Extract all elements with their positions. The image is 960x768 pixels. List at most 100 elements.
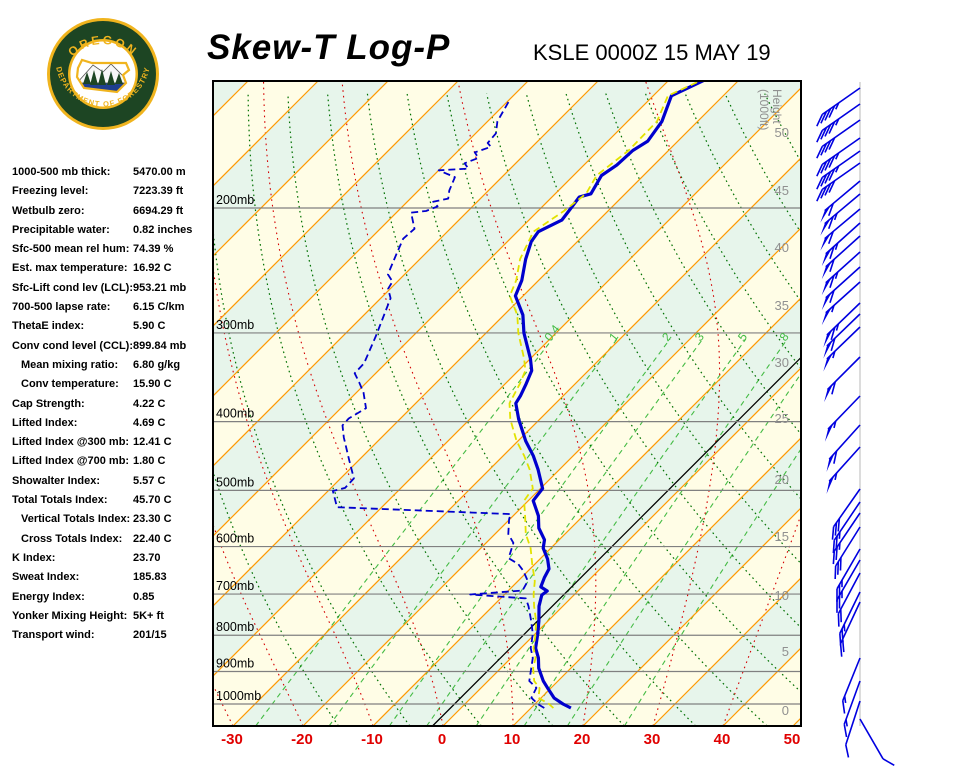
pressure-label: 900mb xyxy=(216,657,254,671)
index-label: Transport wind: xyxy=(12,629,95,642)
index-value: 4.69 C xyxy=(133,416,166,429)
index-value: 7223.39 ft xyxy=(133,185,184,198)
isotherm-line xyxy=(302,226,802,727)
temp-axis-tick: 20 xyxy=(573,731,591,748)
wind-barb xyxy=(859,718,895,767)
index-value: 12.41 C xyxy=(133,436,172,449)
temp-axis-tick: -20 xyxy=(291,731,313,748)
index-value: 5470.00 m xyxy=(133,166,186,178)
isotherm-line xyxy=(232,156,802,727)
wind-barb xyxy=(816,87,861,127)
dewpoint-curve xyxy=(332,99,545,709)
skewt-chart: 200mb 300mb 400mb 500mb 600mb 700mb 800mb 900mb… xyxy=(212,80,802,727)
index-label: Showalter Index: xyxy=(12,474,101,487)
index-value: 0.85 xyxy=(133,590,155,603)
wind-barb xyxy=(826,446,861,494)
index-row: 700-500 lapse rate: 6.15 C/km xyxy=(12,301,212,320)
wind-barb xyxy=(824,356,861,403)
chart-border xyxy=(212,80,802,727)
height-tick-label: 10 xyxy=(775,588,789,603)
wind-barb xyxy=(816,162,861,202)
index-row: Mean mixing ratio: 6.80 g/kg xyxy=(12,359,212,378)
index-label: Sweat Index: xyxy=(12,571,80,584)
index-label: Conv temperature: xyxy=(21,378,119,391)
wind-barb xyxy=(836,559,861,613)
svg-text:(1000ft): (1000ft) xyxy=(757,89,771,130)
wind-barb xyxy=(821,251,861,296)
index-label: Energy Index: xyxy=(12,590,85,603)
wind-barb xyxy=(820,208,861,251)
moist-adiabat-line xyxy=(644,80,721,727)
index-value: 1.80 C xyxy=(133,455,166,468)
index-label: Conv cond level (CCL): xyxy=(12,339,134,352)
index-row: K Index: 23.70 xyxy=(12,552,212,571)
isotherm-line xyxy=(212,80,599,468)
wind-barb xyxy=(821,281,861,326)
index-value: 4.22 C xyxy=(133,397,166,410)
index-label: Mean mixing ratio: xyxy=(21,358,119,371)
index-label: 700-500 lapse rate: xyxy=(12,301,111,314)
wind-barb-column xyxy=(816,82,895,767)
station-id: KSLE 0000Z 15 MAY 19 xyxy=(533,40,771,65)
index-label: Freezing level: xyxy=(12,185,89,198)
index-label: Est. max temperature: xyxy=(12,262,128,275)
temp-axis-tick: -10 xyxy=(361,731,383,748)
dry-adiabat-line xyxy=(565,93,802,501)
isotherm-line xyxy=(442,366,802,727)
sounding-curves xyxy=(332,81,706,710)
height-tick-label: 45 xyxy=(775,183,789,198)
wind-barb xyxy=(839,601,861,657)
index-row: Wetbulb zero: 6694.29 ft xyxy=(12,205,212,224)
index-value: 953.21 mb xyxy=(133,281,187,294)
index-label: Sfc-Lift cond lev (LCL): xyxy=(12,281,133,294)
index-value: 6694.29 ft xyxy=(133,204,184,217)
mixing-ratio-line xyxy=(566,371,802,727)
index-label: Wetbulb zero: xyxy=(12,204,85,217)
height-axis-title: Height(1000ft) xyxy=(757,89,784,130)
isotherm-line xyxy=(582,506,802,727)
index-row: 1000-500 mb thick: 5470.00 m xyxy=(12,166,212,185)
dry-adiabat-line xyxy=(605,93,802,437)
wind-barb xyxy=(823,313,861,359)
wind-barb xyxy=(837,572,861,627)
isotherm-line xyxy=(652,576,802,727)
index-row: Freezing level: 7223.39 ft xyxy=(12,185,212,204)
index-value: 5.90 C xyxy=(133,320,166,333)
index-value: 23.70 xyxy=(133,551,161,564)
wind-barb xyxy=(821,266,861,311)
index-row: Showalter Index: 5.57 C xyxy=(12,475,212,494)
index-label: Vertical Totals Index: xyxy=(21,513,131,526)
index-label: Cap Strength: xyxy=(12,397,85,410)
isotherm-line xyxy=(212,80,389,258)
temp-axis-tick: -30 xyxy=(221,731,243,748)
pressure-label: 700mb xyxy=(216,579,254,593)
isotherm-line xyxy=(212,86,802,678)
odf-logo: OREGON DEPARTMENT OF FORESTRY xyxy=(47,18,159,130)
pressure-label: 600mb xyxy=(216,532,254,546)
height-tick-label: 20 xyxy=(775,472,789,487)
index-label: Lifted Index @300 mb: xyxy=(12,436,130,449)
logo-oregon-outline xyxy=(75,58,131,94)
wind-barb xyxy=(843,680,861,738)
index-value: 16.92 C xyxy=(133,262,172,275)
index-value: 185.83 xyxy=(133,571,167,584)
height-tick-label: 50 xyxy=(775,125,789,140)
index-value: 22.40 C xyxy=(133,532,172,545)
index-row: Energy Index: 0.85 xyxy=(12,591,212,610)
pressure-label: 200mb xyxy=(216,193,254,207)
pressure-label: 800mb xyxy=(216,620,254,634)
index-value: 899.84 mb xyxy=(133,339,187,352)
index-value: 45.70 C xyxy=(133,494,172,507)
wind-barb xyxy=(831,488,861,540)
index-row: Conv cond level (CCL):899.84 mb xyxy=(12,340,212,359)
isotherm-line xyxy=(372,296,802,727)
height-tick-label: 0 xyxy=(782,703,789,718)
index-value: 74.39 % xyxy=(133,243,174,256)
index-row: Lifted Index @300 mb: 12.41 C xyxy=(12,436,212,455)
temp-axis-tick: 50 xyxy=(783,731,801,748)
dry-adiabat-line xyxy=(247,93,482,727)
pressure-label: 400mb xyxy=(216,407,254,421)
wind-barb xyxy=(816,137,861,177)
index-value: 5.57 C xyxy=(133,474,166,487)
